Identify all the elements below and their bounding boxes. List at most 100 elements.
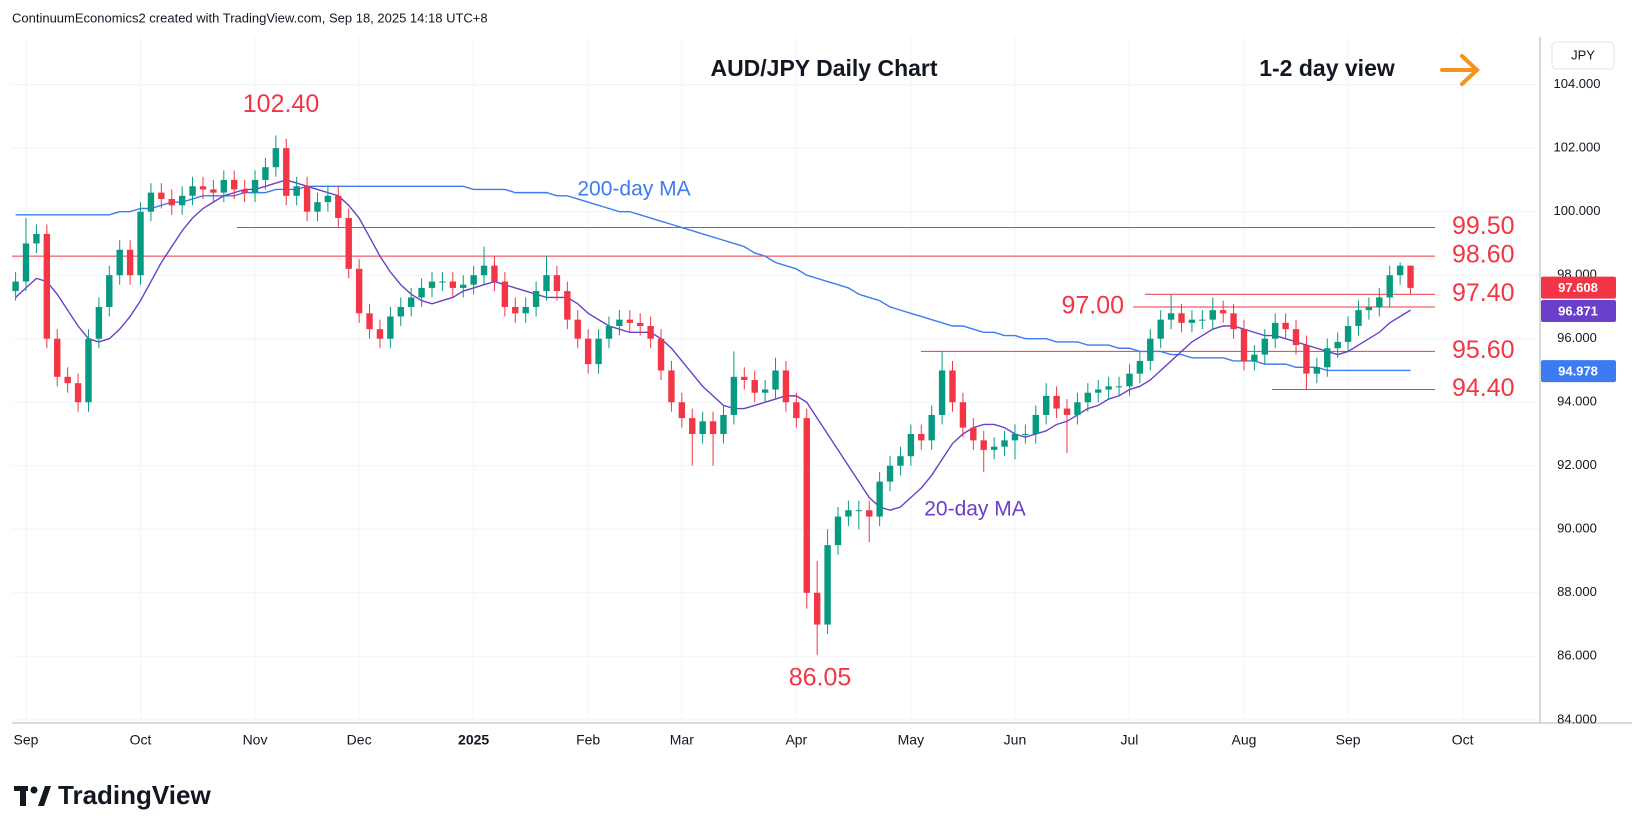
candle-body xyxy=(251,179,259,193)
candle-body xyxy=(1376,297,1383,307)
candle-body xyxy=(1147,338,1154,361)
candle-body xyxy=(574,319,581,339)
candle-body xyxy=(584,338,592,365)
candle-body xyxy=(855,510,863,512)
price-tag-label: 96.871 xyxy=(1558,303,1598,318)
candle-body xyxy=(376,329,384,339)
candle-body xyxy=(918,433,925,441)
line-label: 20-day MA xyxy=(924,498,1026,521)
candle-body xyxy=(647,326,654,339)
arrow-icon xyxy=(1440,54,1480,86)
candle-body xyxy=(1095,389,1102,393)
candle-body xyxy=(605,326,613,339)
candle-body xyxy=(689,418,696,434)
price-tag-label: 94.978 xyxy=(1558,364,1598,379)
x-tick-label: Mar xyxy=(670,732,694,748)
candle-body xyxy=(54,338,61,377)
candle-body xyxy=(43,233,51,339)
candle-body xyxy=(512,306,519,314)
candle-body xyxy=(1167,313,1175,320)
candle-body xyxy=(335,195,342,219)
candle-body xyxy=(491,265,498,282)
candle-body xyxy=(324,195,332,203)
price-tag xyxy=(1541,276,1616,299)
chart-title: AUD/JPY Daily Chart xyxy=(710,55,937,81)
x-tick-label: Apr xyxy=(785,732,807,748)
candle-body xyxy=(782,370,790,403)
annotation: 102.40 xyxy=(243,90,319,118)
level-label: 97.40 xyxy=(1452,279,1515,307)
level-label: 99.50 xyxy=(1452,212,1515,240)
candle-body xyxy=(637,322,644,327)
x-tick-label: Dec xyxy=(347,732,372,748)
candle-body xyxy=(439,281,446,283)
candle-body xyxy=(1365,306,1373,311)
candle-body xyxy=(1022,433,1029,435)
candle-body xyxy=(33,233,40,244)
candle-body xyxy=(303,186,311,212)
candle-body xyxy=(22,243,30,282)
candle-body xyxy=(418,287,425,298)
candle-body xyxy=(866,510,873,517)
candle-body xyxy=(553,275,561,292)
x-tick-label: Sep xyxy=(14,732,39,748)
candle-body xyxy=(168,198,175,206)
candle-body xyxy=(1292,329,1300,346)
candle-body xyxy=(106,275,113,307)
candle-body xyxy=(1334,341,1341,349)
y-tick-label: 86.000 xyxy=(1557,648,1597,663)
candle-body xyxy=(532,291,540,307)
candle-body xyxy=(1251,354,1258,361)
y-tick-label: 90.000 xyxy=(1557,521,1597,536)
brand-logo xyxy=(14,786,51,806)
candle-body xyxy=(1230,313,1237,330)
candle-body xyxy=(1386,275,1393,298)
x-tick-label: Jun xyxy=(1004,732,1027,748)
candle-body xyxy=(428,281,436,288)
candle-body xyxy=(74,383,82,403)
candle-body xyxy=(480,265,488,276)
x-tick-label: May xyxy=(898,732,924,748)
candle-body xyxy=(189,186,196,196)
candle-body xyxy=(366,313,373,330)
candle-body xyxy=(116,249,123,276)
candle-body xyxy=(1084,392,1092,403)
candle-body xyxy=(626,319,633,323)
level-label: 94.40 xyxy=(1452,374,1515,402)
candle-body xyxy=(449,281,457,288)
candle-body xyxy=(1240,329,1248,361)
level-label: 98.60 xyxy=(1452,241,1515,269)
level-label: 95.60 xyxy=(1452,336,1515,364)
candle-body xyxy=(1188,319,1196,323)
candle-body xyxy=(1178,313,1185,323)
candle-body xyxy=(1344,326,1352,342)
y-tick-label: 96.000 xyxy=(1557,330,1597,345)
candle-body xyxy=(1324,348,1331,368)
candle-body xyxy=(845,510,852,517)
candle-body xyxy=(1001,440,1008,447)
candle-body xyxy=(1209,310,1216,320)
candle-body xyxy=(501,281,509,307)
x-tick-label: Nov xyxy=(243,732,268,748)
candle-body xyxy=(897,456,904,466)
candle-body xyxy=(1042,395,1050,415)
candle-body xyxy=(85,338,92,403)
candle-body xyxy=(1396,265,1404,276)
price-tag xyxy=(1541,300,1616,323)
y-tick-label: 94.000 xyxy=(1557,394,1597,409)
currency-box[interactable] xyxy=(1551,41,1615,70)
candle-body xyxy=(1126,373,1133,387)
candle-body xyxy=(834,516,842,546)
candle-body xyxy=(345,218,352,269)
y-tick-label: 92.000 xyxy=(1557,457,1597,472)
candle-body xyxy=(1063,408,1071,415)
level-label: 97.00 xyxy=(1061,292,1124,320)
candle-body xyxy=(1032,414,1039,434)
candle-body xyxy=(980,440,987,450)
candle-body xyxy=(793,402,800,419)
candle-body xyxy=(876,481,883,517)
candle-body xyxy=(1115,386,1123,388)
x-tick-label: Feb xyxy=(576,732,600,748)
x-tick-label: Oct xyxy=(130,732,152,748)
